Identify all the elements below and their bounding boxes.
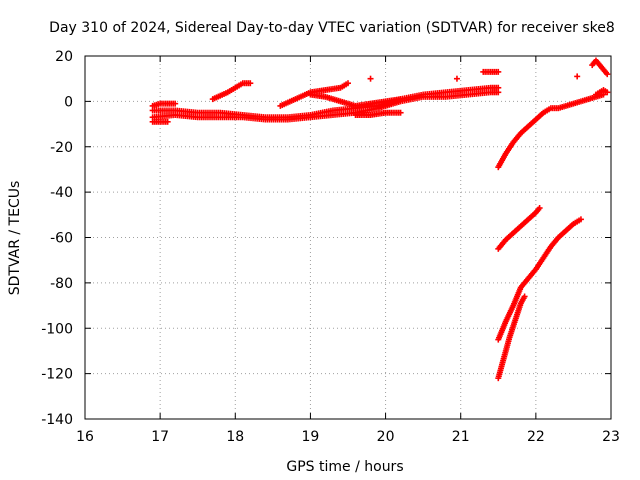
x-axis-label: GPS time / hours <box>286 459 403 475</box>
x-tick-label: 23 <box>602 429 620 445</box>
data-markers <box>149 57 611 382</box>
x-tick-label: 21 <box>452 429 470 445</box>
y-tick-label: -140 <box>41 412 73 428</box>
x-tick-label: 22 <box>527 429 545 445</box>
x-tick-label: 19 <box>302 429 320 445</box>
y-tick-label: -80 <box>50 276 73 292</box>
data-point <box>164 118 171 125</box>
data-point <box>345 80 351 87</box>
data-point <box>495 68 502 75</box>
y-tick-label: -20 <box>50 140 73 156</box>
data-point <box>495 89 502 96</box>
chart-title: Day 310 of 2024, Sidereal Day-to-day VTE… <box>49 20 615 36</box>
data-point <box>397 96 404 103</box>
y-tick-label: -100 <box>41 321 73 337</box>
y-axis-label: SDTVAR / TECUs <box>7 181 23 296</box>
data-point <box>536 205 543 212</box>
plot-frame <box>84 55 612 420</box>
data-point <box>521 293 528 300</box>
x-tick-label: 18 <box>226 429 244 445</box>
data-point <box>574 73 581 80</box>
data-point <box>604 89 611 96</box>
x-tick-label: 17 <box>151 429 169 445</box>
data-point <box>397 109 404 116</box>
y-tick-label: -40 <box>50 185 73 201</box>
data-point <box>172 100 179 107</box>
tick-labels: 16 17 18 19 20 21 22 23 -140 -120 -100 -80 -60 -40 -20… <box>41 49 620 445</box>
data-point <box>367 75 374 82</box>
y-tick-label: 20 <box>55 49 73 65</box>
y-tick-label: -60 <box>50 231 73 247</box>
y-tick-label: 0 <box>64 94 73 110</box>
x-tick-label: 16 <box>76 429 94 445</box>
data-point <box>577 216 584 223</box>
data-point <box>604 71 611 78</box>
y-tick-label: -120 <box>41 367 73 383</box>
data-point <box>453 75 460 82</box>
x-tick-label: 20 <box>377 429 395 445</box>
data-point <box>247 80 254 87</box>
